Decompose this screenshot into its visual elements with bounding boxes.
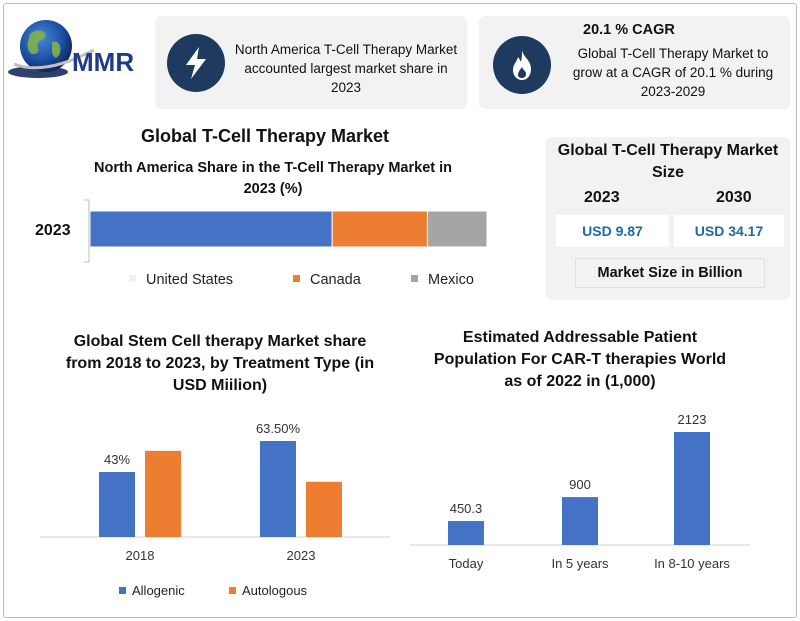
infographic-frame xyxy=(3,3,797,618)
mmr-logo: MMR xyxy=(8,12,158,92)
na-bar-united-states xyxy=(89,210,333,248)
market-size-card: Global T-Cell Therapy Market Size 2023 2… xyxy=(546,137,790,300)
logo-text: MMR xyxy=(72,47,134,77)
na-bar-canada xyxy=(331,210,428,248)
market-size-title: Global T-Cell Therapy Market Size xyxy=(557,142,779,181)
stem-legend-label: Allogenic xyxy=(132,583,185,598)
na-bar-mexico xyxy=(426,210,488,248)
market-size-year-2023: 2023 xyxy=(584,189,620,206)
market-size-value-2023: USD 9.87 xyxy=(556,215,669,247)
stem-x-tick-label: 2023 xyxy=(287,548,316,563)
na-legend-swatch xyxy=(293,275,300,282)
stem-legend-label: Autologous xyxy=(242,583,308,598)
stem-bar-autologous-2018 xyxy=(145,450,181,537)
market-size-year-2030: 2030 xyxy=(716,189,752,206)
north-america-highlight-card: North America T-Cell Therapy Market acco… xyxy=(155,16,467,109)
market-size-footer: Market Size in Billion xyxy=(575,258,765,288)
na-legend-label: Canada xyxy=(310,272,362,288)
stem-legend-swatch xyxy=(229,587,236,594)
stem-x-tick-label: 2018 xyxy=(126,548,155,563)
stem-legend-swatch xyxy=(119,587,126,594)
cagr-highlight-card: 20.1 % CAGR Global T-Cell Therapy Market… xyxy=(479,16,790,109)
na-legend-swatch xyxy=(129,275,136,282)
na-share-chart-title: North America Share in the T-Cell Therap… xyxy=(93,160,453,197)
stem-data-label: 43% xyxy=(104,452,130,467)
cagr-text: Global T-Cell Therapy Market to grow at … xyxy=(572,46,774,99)
stem-bar-allogenic-2018 xyxy=(99,471,135,537)
north-america-highlight-text: North America T-Cell Therapy Market acco… xyxy=(234,42,458,95)
na-legend-label: Mexico xyxy=(428,272,474,288)
na-legend-swatch xyxy=(411,275,418,282)
cagr-heading: 20.1 % CAGR xyxy=(583,22,675,38)
stem-bar-autologous-2023 xyxy=(306,481,342,537)
flame-icon xyxy=(493,36,551,94)
lightning-bolt-icon xyxy=(167,34,225,92)
stem-cell-chart-title: Global Stem Cell therapy Market share fr… xyxy=(65,333,375,394)
stem-data-label: 63.50% xyxy=(256,421,301,436)
na-category-label: 2023 xyxy=(35,222,71,239)
stem-bar-allogenic-2023 xyxy=(260,441,296,537)
market-size-value-2030: USD 34.17 xyxy=(674,215,784,247)
car-t-chart-title: Estimated Addressable Patient Population… xyxy=(433,329,727,390)
na-legend-label: United States xyxy=(146,272,233,288)
main-title: Global T-Cell Therapy Market xyxy=(140,126,390,146)
